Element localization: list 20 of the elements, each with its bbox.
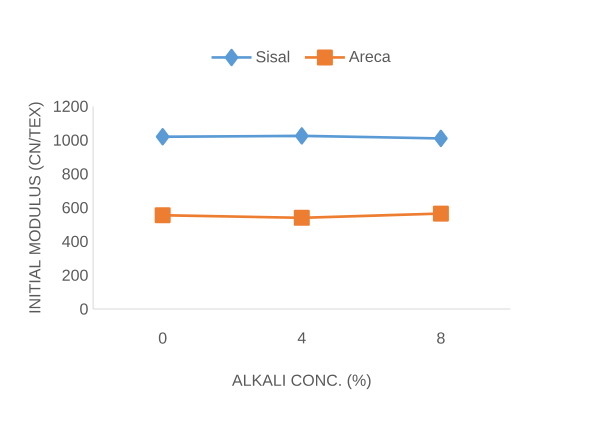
x-tick-label: 0 — [158, 332, 167, 344]
y-tick-label: 1200 — [54, 100, 88, 112]
legend-label: Areca — [348, 50, 391, 62]
point — [434, 130, 448, 148]
y-tick-label: 0 — [80, 303, 88, 315]
x-tick-label: 4 — [298, 332, 306, 344]
point — [432, 206, 449, 222]
x-axis-title: ALKALI CONC. (%) — [232, 374, 371, 390]
y-tick-label: 200 — [62, 270, 88, 281]
y-tick-label: 600 — [62, 202, 88, 214]
point — [154, 207, 171, 224]
point — [294, 210, 310, 226]
point — [294, 127, 309, 145]
x-tick-label: 8 — [437, 332, 445, 344]
y-tick-label: 800 — [62, 168, 88, 180]
y-tick-label: 400 — [62, 236, 88, 248]
y-tick-label: 1000 — [54, 134, 88, 146]
point — [156, 128, 170, 146]
legend-label: Sisal — [256, 50, 290, 62]
y-axis-title: INITIAL MODULUS (CN/TEX) — [28, 102, 44, 312]
